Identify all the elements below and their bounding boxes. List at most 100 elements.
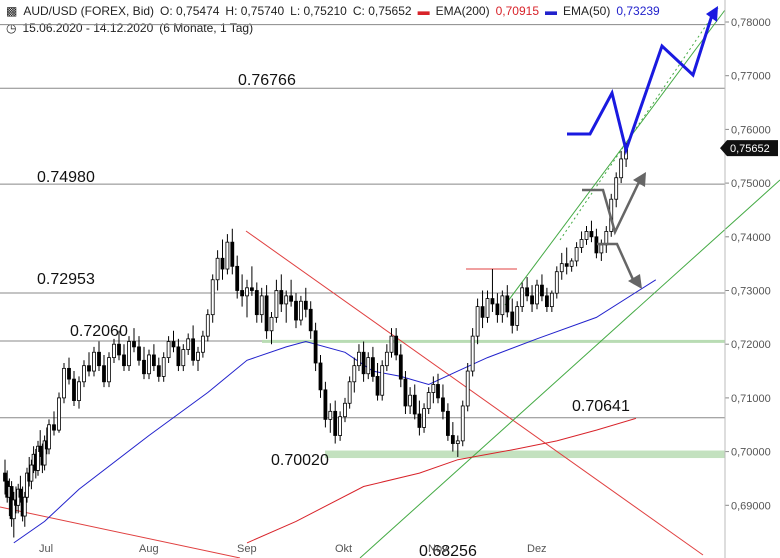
candle-body-76 (323, 389, 328, 420)
ema50-value: 0,73239 (616, 4, 660, 18)
candle-body-64 (264, 295, 269, 332)
y-tick-label-4: 0,74000 (731, 232, 771, 244)
candle-body-123 (549, 292, 554, 308)
candle-body-136 (614, 177, 619, 200)
candle-body-60 (245, 287, 249, 297)
candle-body-117 (520, 287, 525, 308)
candle-body-103 (450, 435, 455, 444)
candle-body-104 (455, 440, 460, 444)
candle-body-20 (47, 424, 51, 450)
candle-body-16 (38, 445, 43, 453)
candle-body-68 (284, 295, 289, 305)
candle-body-126 (564, 263, 569, 267)
channel-line-dotted (559, 7, 719, 241)
candle-body-42 (156, 365, 161, 377)
candle-body-47 (181, 349, 186, 367)
y-tick-label-3: 0,75000 (731, 178, 771, 190)
last-price-label: 0,75652 (730, 143, 770, 155)
candle-body-59 (240, 290, 245, 297)
candle-body-32 (107, 357, 111, 383)
y-tick-label-2: 0,76000 (731, 124, 771, 136)
candle-body-57 (230, 241, 235, 267)
x-tick-label-0: Jul (39, 543, 53, 555)
candle-body-124 (554, 271, 559, 294)
candle-body-50 (196, 351, 200, 361)
candle-body-65 (269, 316, 274, 332)
candle-body-38 (137, 346, 141, 361)
candle-body-49 (191, 338, 196, 361)
lower-trend-line-red (0, 506, 241, 558)
candle-body-121 (540, 284, 544, 297)
candle-body-46 (176, 346, 181, 367)
candle-body-80 (343, 402, 347, 418)
ema200-value: 0,70915 (495, 4, 539, 18)
y-tick-label-1: 0,77000 (731, 71, 771, 83)
alt-scenario-down-arrowhead (628, 274, 642, 289)
x-tick-label-1: Aug (139, 543, 159, 555)
ema200-legend-swatch: ▬ (417, 4, 430, 18)
candle-body-102 (445, 410, 450, 436)
candle-body-62 (254, 290, 259, 316)
candle-body-90 (389, 335, 394, 353)
ema200-label: EMA(200) (435, 4, 490, 18)
candle-body-7 (18, 488, 23, 498)
level-label-0: 0.76766 (238, 72, 296, 89)
candle-body-15 (36, 445, 40, 471)
candle-body-56 (225, 241, 230, 270)
candle-body-97 (422, 408, 426, 428)
level-label-4: 0.70641 (572, 398, 630, 415)
candle-body-33 (112, 343, 116, 359)
ema200-line (246, 417, 637, 544)
candle-body-18 (42, 440, 47, 466)
candle-body-51 (200, 335, 205, 353)
level-label-2: 0.72953 (37, 271, 95, 288)
channel-line-lower (359, 179, 780, 558)
candle-body-58 (235, 265, 240, 291)
candle-body-96 (417, 413, 422, 428)
candle-body-45 (171, 341, 176, 348)
candle-body-30 (97, 351, 101, 367)
level-label-6: 0.68256 (419, 543, 477, 558)
downtrend-line-red (245, 230, 704, 556)
candle-body-52 (205, 314, 210, 337)
candle-body-108 (475, 306, 480, 337)
y-tick-label-6: 0,72000 (731, 339, 771, 351)
candle-body-110 (485, 298, 490, 318)
candles (3, 142, 628, 538)
level-label-1: 0.74980 (37, 169, 95, 186)
candle-body-95 (412, 394, 417, 415)
candle-body-131 (589, 231, 594, 238)
candle-body-26 (77, 381, 81, 401)
level-label-3: 0.72060 (70, 323, 128, 340)
y-tick-label-7: 0,71000 (731, 393, 771, 405)
alt-scenario-up-path (582, 179, 642, 236)
channel-line-upper (504, 9, 726, 306)
candle-body-75 (318, 362, 323, 391)
candle-body-70 (294, 300, 298, 321)
candle-body-106 (465, 370, 470, 407)
candle-body-113 (500, 295, 505, 316)
candle-body-0 (3, 472, 7, 482)
candle-body-105 (460, 405, 465, 442)
candle-body-24 (67, 367, 71, 380)
candle-body-100 (436, 384, 440, 399)
candle-body-93 (403, 378, 408, 407)
candle-body-137 (619, 158, 624, 179)
y-tick-label-9: 0,69000 (731, 500, 771, 512)
candle-body-89 (384, 351, 389, 367)
candle-body-119 (530, 295, 534, 305)
candle-body-99 (431, 384, 436, 393)
primary-scenario-arrowhead (706, 6, 718, 22)
level-label-5: 0.70020 (271, 452, 329, 469)
candle-body-61 (249, 287, 254, 291)
candle-body-41 (151, 354, 156, 367)
candle-body-53 (210, 279, 215, 316)
y-tick-label-5: 0,73000 (731, 286, 771, 298)
candle-body-115 (510, 311, 515, 326)
candle-body-55 (220, 257, 225, 270)
candle-body-23 (62, 367, 66, 399)
support-zone (325, 450, 725, 459)
candle-body-92 (398, 354, 403, 380)
ema50-line (13, 279, 657, 544)
candle-body-48 (186, 338, 191, 350)
